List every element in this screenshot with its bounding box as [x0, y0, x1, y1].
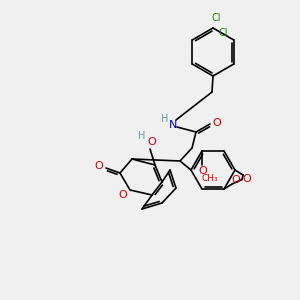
- Text: CH₃: CH₃: [202, 174, 218, 183]
- Text: O: O: [243, 174, 251, 184]
- Text: N: N: [169, 120, 177, 130]
- Text: Cl: Cl: [211, 13, 221, 23]
- Text: H: H: [161, 114, 169, 124]
- Text: H: H: [138, 131, 146, 141]
- Text: O: O: [118, 190, 127, 200]
- Text: O: O: [232, 175, 240, 185]
- Text: O: O: [199, 166, 207, 176]
- Text: O: O: [213, 118, 221, 128]
- Text: Cl: Cl: [218, 28, 227, 38]
- Text: O: O: [94, 161, 103, 171]
- Text: O: O: [148, 137, 156, 147]
